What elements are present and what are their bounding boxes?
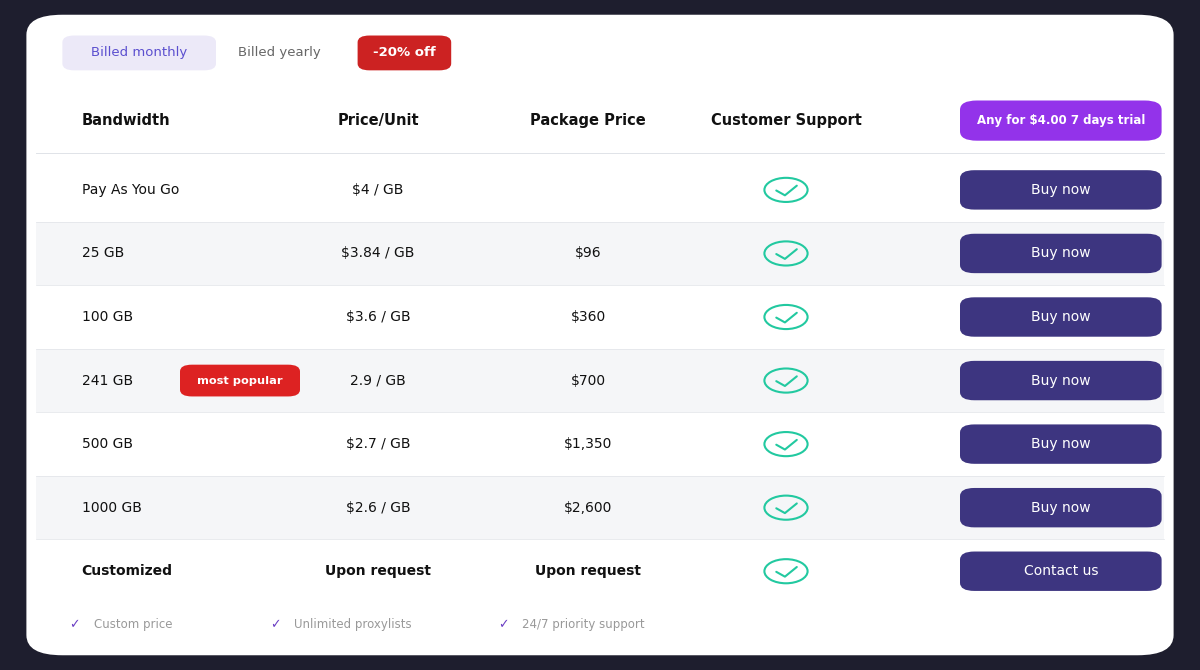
Text: Contact us: Contact us — [1024, 564, 1098, 578]
Text: Package Price: Package Price — [530, 113, 646, 128]
FancyBboxPatch shape — [62, 36, 216, 70]
FancyBboxPatch shape — [358, 36, 451, 70]
Text: 500 GB: 500 GB — [82, 437, 133, 451]
Text: Buy now: Buy now — [1031, 374, 1091, 387]
Text: $2.7 / GB: $2.7 / GB — [346, 437, 410, 451]
Bar — [36, 222, 1164, 285]
FancyBboxPatch shape — [960, 297, 1162, 337]
Text: 1000 GB: 1000 GB — [82, 500, 142, 515]
Text: $2.6 / GB: $2.6 / GB — [346, 500, 410, 515]
Text: Customized: Customized — [82, 564, 173, 578]
Text: Customer Support: Customer Support — [710, 113, 862, 128]
Bar — [36, 476, 1164, 539]
Text: ✓: ✓ — [270, 618, 281, 631]
Bar — [36, 285, 1164, 349]
Text: Unlimited proxylists: Unlimited proxylists — [294, 618, 412, 631]
Text: Billed yearly: Billed yearly — [238, 46, 320, 60]
Bar — [36, 539, 1164, 603]
Text: ✓: ✓ — [70, 618, 80, 631]
Text: most popular: most popular — [197, 376, 283, 385]
Text: -20% off: -20% off — [373, 46, 436, 60]
Text: 100 GB: 100 GB — [82, 310, 133, 324]
Text: Bandwidth: Bandwidth — [82, 113, 170, 128]
Text: $360: $360 — [570, 310, 606, 324]
Text: 24/7 priority support: 24/7 priority support — [522, 618, 644, 631]
Bar — [36, 412, 1164, 476]
FancyBboxPatch shape — [960, 551, 1162, 591]
Text: Buy now: Buy now — [1031, 500, 1091, 515]
Text: Upon request: Upon request — [535, 564, 641, 578]
FancyBboxPatch shape — [960, 170, 1162, 210]
Text: 25 GB: 25 GB — [82, 247, 124, 261]
Bar — [36, 158, 1164, 222]
Text: Any for $4.00 7 days trial: Any for $4.00 7 days trial — [977, 114, 1145, 127]
Text: $4 / GB: $4 / GB — [353, 183, 403, 197]
Text: Upon request: Upon request — [325, 564, 431, 578]
Text: $2,600: $2,600 — [564, 500, 612, 515]
Bar — [36, 349, 1164, 412]
Text: $1,350: $1,350 — [564, 437, 612, 451]
FancyBboxPatch shape — [960, 234, 1162, 273]
Text: Buy now: Buy now — [1031, 437, 1091, 451]
Text: $700: $700 — [570, 374, 606, 387]
Text: Custom price: Custom price — [94, 618, 172, 631]
Text: Pay As You Go: Pay As You Go — [82, 183, 179, 197]
FancyBboxPatch shape — [960, 488, 1162, 527]
Text: Billed monthly: Billed monthly — [91, 46, 187, 60]
Text: $3.84 / GB: $3.84 / GB — [341, 247, 415, 261]
FancyBboxPatch shape — [960, 424, 1162, 464]
FancyBboxPatch shape — [26, 15, 1174, 655]
Text: Buy now: Buy now — [1031, 247, 1091, 261]
Text: Buy now: Buy now — [1031, 183, 1091, 197]
Text: 2.9 / GB: 2.9 / GB — [350, 374, 406, 387]
Text: Buy now: Buy now — [1031, 310, 1091, 324]
FancyBboxPatch shape — [960, 100, 1162, 141]
Text: $3.6 / GB: $3.6 / GB — [346, 310, 410, 324]
Text: 241 GB: 241 GB — [82, 374, 133, 387]
Text: $96: $96 — [575, 247, 601, 261]
FancyBboxPatch shape — [180, 364, 300, 397]
Text: Price/Unit: Price/Unit — [337, 113, 419, 128]
Text: ✓: ✓ — [498, 618, 509, 631]
FancyBboxPatch shape — [960, 361, 1162, 400]
